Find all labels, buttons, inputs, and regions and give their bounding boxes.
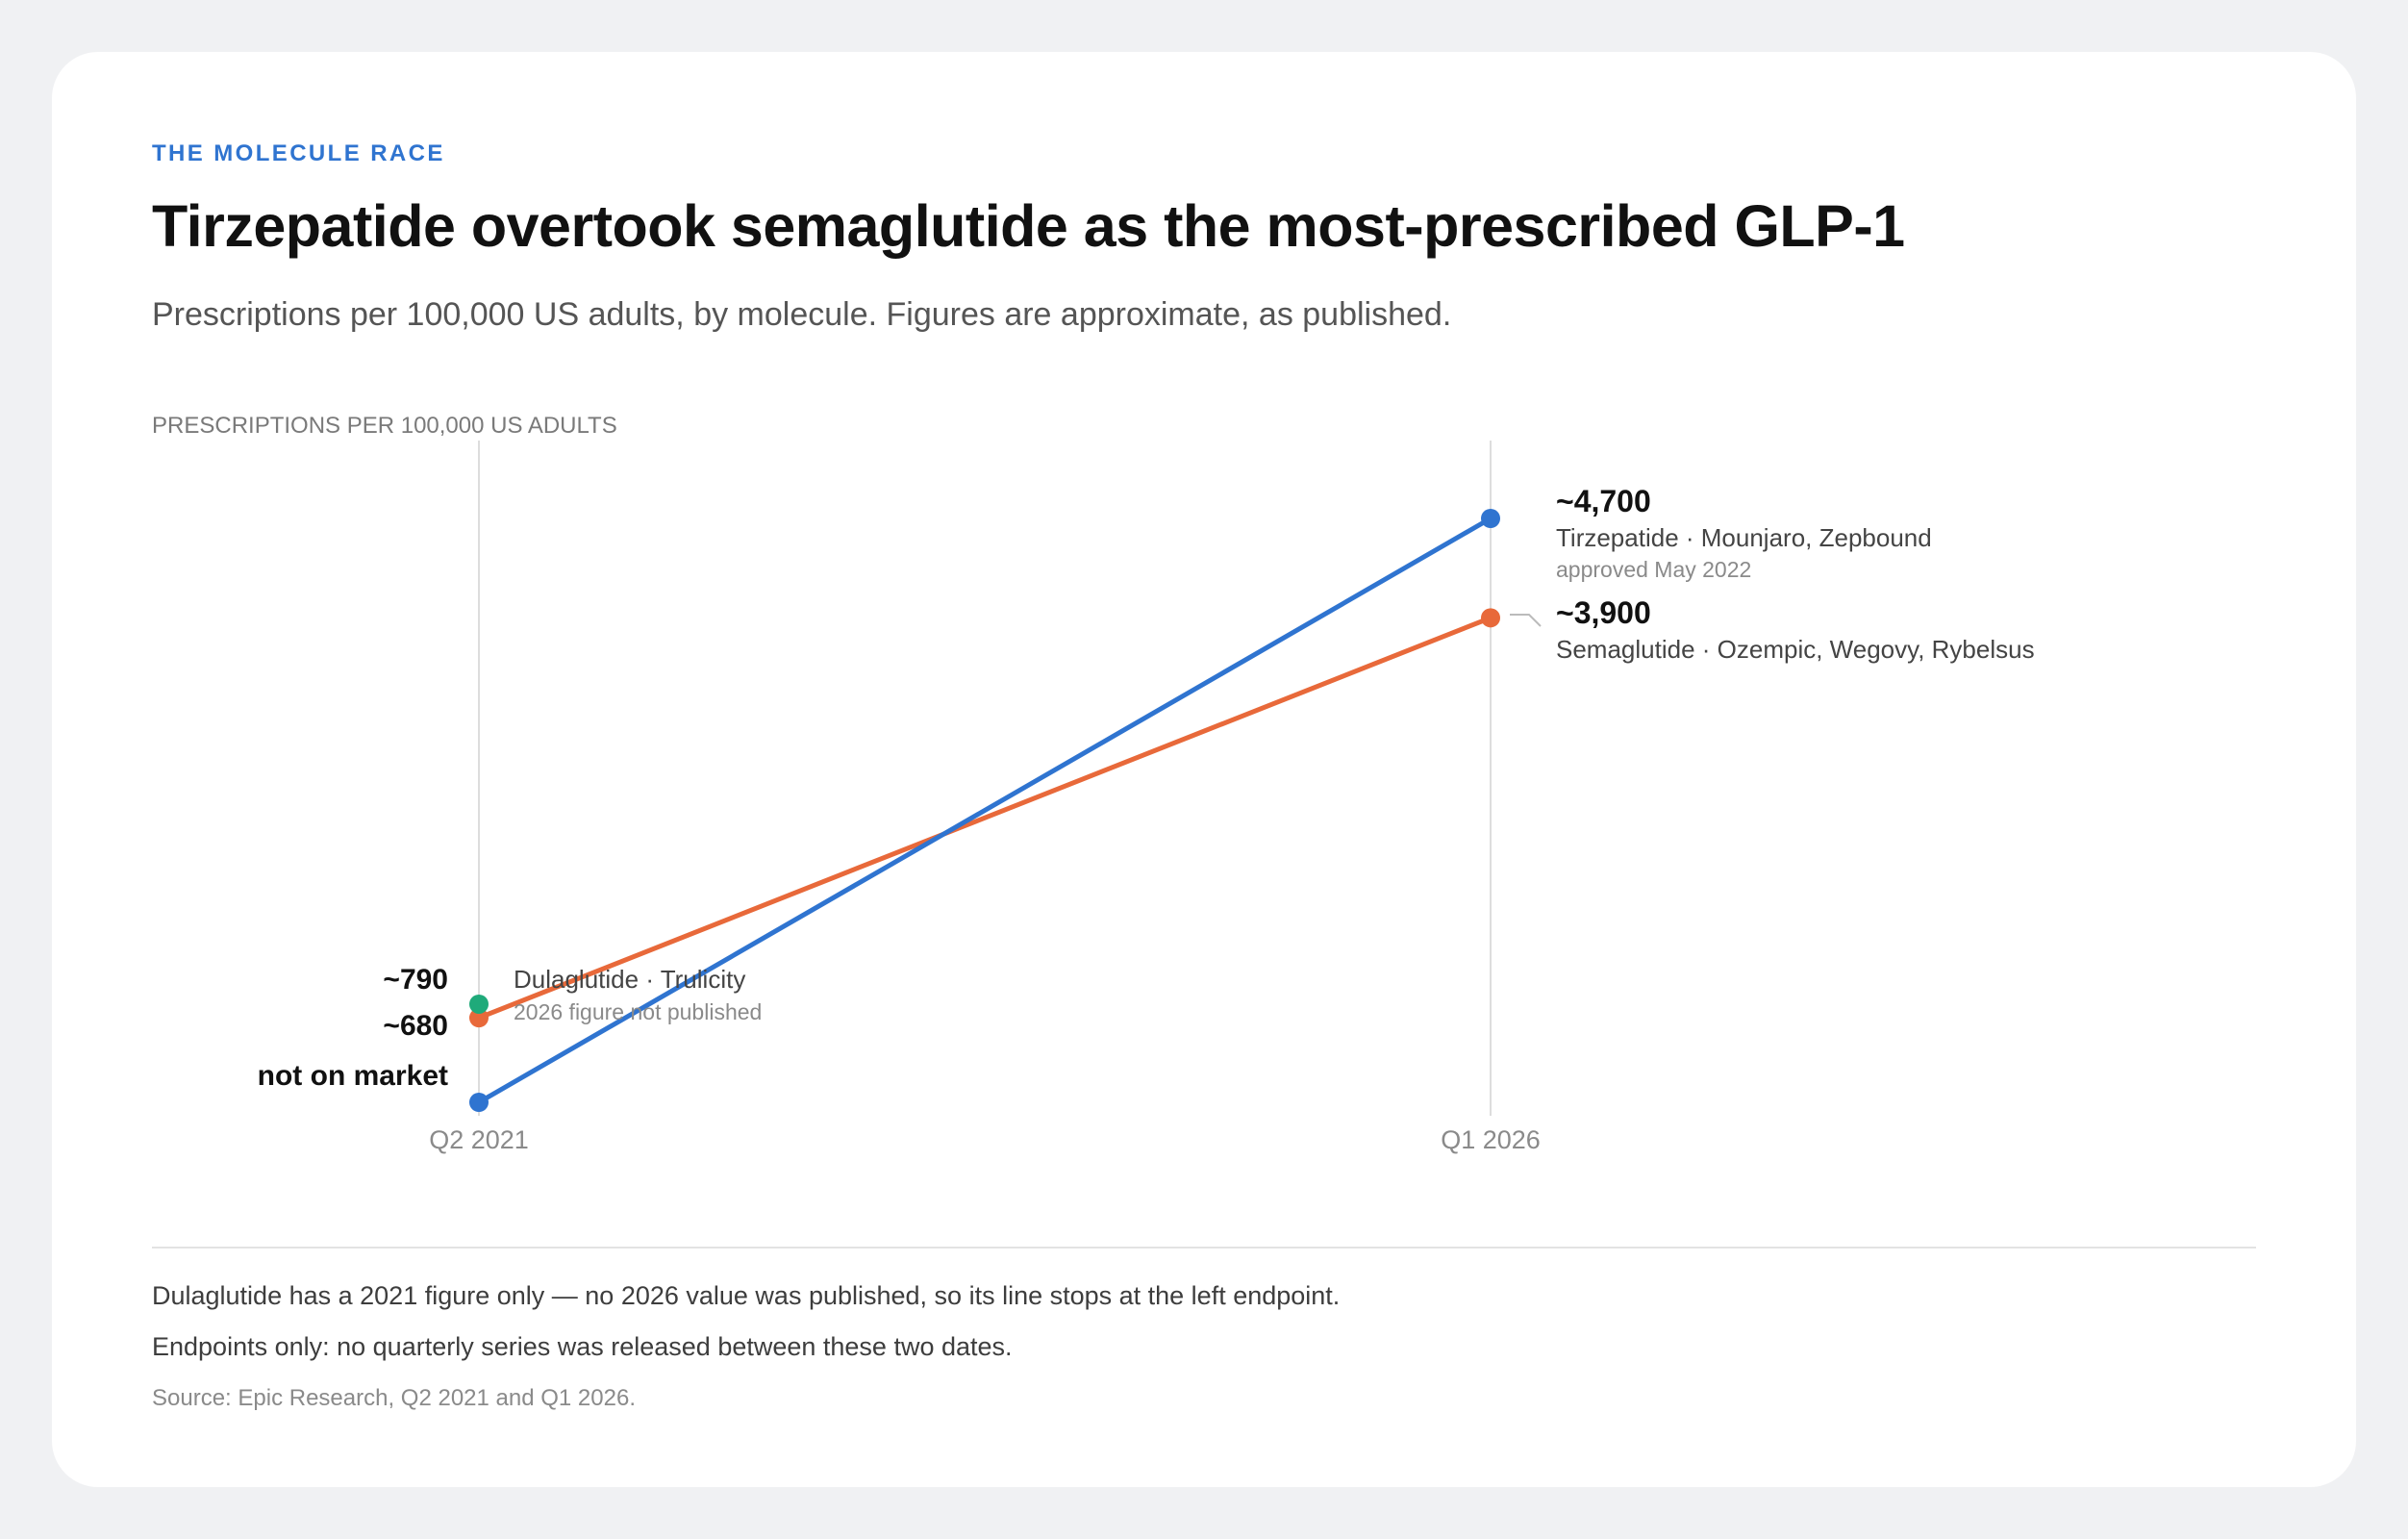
data-points xyxy=(469,509,1500,1112)
tirzepatide-start-value-label: not on market xyxy=(258,1060,448,1092)
gridlines: Q2 2021 Q1 2026 xyxy=(429,441,1541,1154)
semaglutide-point-1 xyxy=(1481,608,1500,628)
footnote-dulaglutide: Dulaglutide has a 2021 figure only — no … xyxy=(152,1281,1341,1310)
semaglutide-label-connector xyxy=(1510,614,1542,627)
dulaglutide-series-name: Dulaglutide · Trulicity xyxy=(514,965,745,994)
dulaglutide-start-value-label: ~790 xyxy=(383,964,448,996)
y-axis-label: PRESCRIPTIONS PER 100,000 US ADULTS xyxy=(152,413,617,439)
tirzepatide-end-value-label: ~4,700 xyxy=(1556,484,1651,518)
x-tick-label: Q2 2021 xyxy=(429,1125,529,1154)
dulaglutide-point-0 xyxy=(469,994,489,1014)
footer-divider xyxy=(152,1247,2256,1249)
dulaglutide-series-note: 2026 figure not published xyxy=(514,999,762,1024)
semaglutide-point-0 xyxy=(469,1008,489,1028)
semaglutide-line xyxy=(476,615,1493,1021)
series-lines xyxy=(476,516,1493,1105)
tirzepatide-point-1 xyxy=(1481,509,1500,528)
line-chart: PRESCRIPTIONS PER 100,000 US ADULTS Q2 2… xyxy=(152,413,2035,1154)
semaglutide-start-value-label: ~680 xyxy=(383,1010,448,1042)
semaglutide-series-name: Semaglutide · Ozempic, Wegovy, Rybelsus xyxy=(1556,635,2035,664)
tirzepatide-series-note: approved May 2022 xyxy=(1556,557,1751,582)
tirzepatide-point-0 xyxy=(469,1093,489,1112)
kicker: THE MOLECULE RACE xyxy=(152,140,445,166)
tirzepatide-series-name: Tirzepatide · Mounjaro, Zepbound xyxy=(1556,523,1932,552)
x-tick-label: Q1 2026 xyxy=(1441,1125,1541,1154)
source-note: Source: Epic Research, Q2 2021 and Q1 20… xyxy=(152,1385,636,1411)
data-labels: ~680 not on market ~790 ~4,700 Tirzepatide ·… xyxy=(258,484,2035,1092)
semaglutide-end-value-label: ~3,900 xyxy=(1556,595,1651,630)
footnote-endpoints: Endpoints only: no quarterly series was … xyxy=(152,1332,1013,1361)
tirzepatide-line xyxy=(476,516,1493,1105)
chart-subtitle: Prescriptions per 100,000 US adults, by … xyxy=(152,296,1452,333)
chart-title: Tirzepatide overtook semaglutide as the … xyxy=(152,193,1905,259)
